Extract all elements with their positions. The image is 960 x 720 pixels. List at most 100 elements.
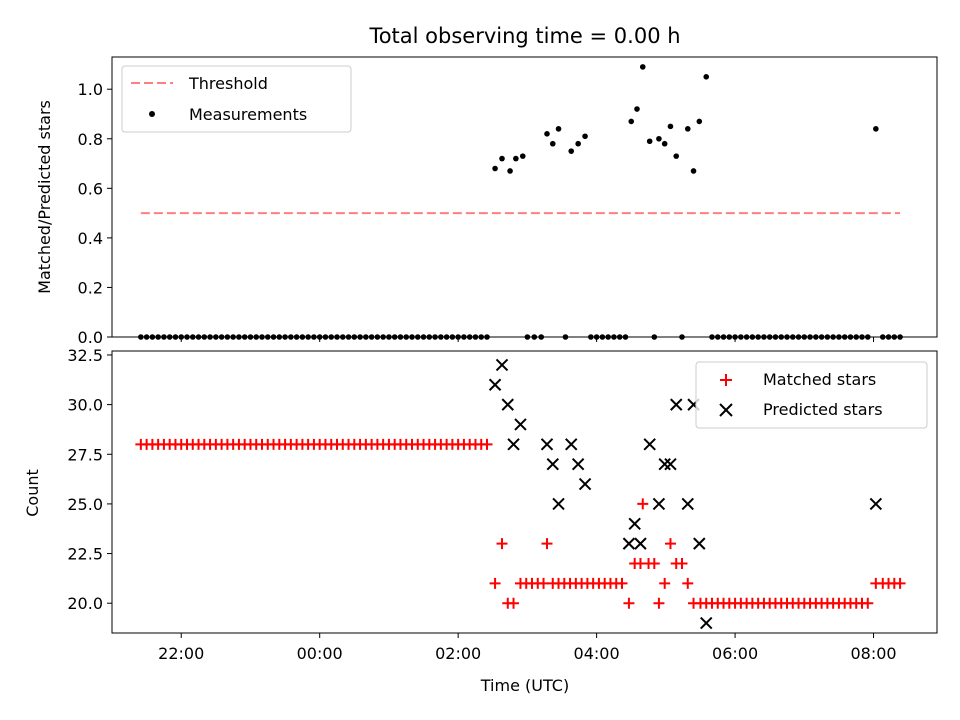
matched-star-marker — [481, 438, 493, 450]
count-panel: 20.0 22.5 25.0 27.5 30.0 32.5 22:00 00:00 02:00… — [23, 346, 938, 695]
measurement-point — [628, 118, 635, 125]
x-tick-label: 08:00 — [850, 644, 896, 663]
matched-star-marker — [664, 538, 676, 550]
measurement-point — [656, 135, 662, 142]
ratio-y-ticks: 0.0 0.2 0.4 0.6 0.8 1.0 — [78, 80, 112, 347]
matched-star-marker — [541, 538, 553, 550]
measurement-point — [684, 126, 691, 132]
measurement-point — [703, 74, 710, 80]
predicted-star-marker — [658, 457, 671, 471]
measurement-point — [661, 140, 668, 147]
ratio-legend: Threshold Measurements — [121, 65, 352, 133]
measurements-legend-swatch — [149, 111, 155, 117]
measurement-point — [873, 126, 879, 132]
ratio-plot-frame — [111, 56, 938, 338]
measurement-point — [667, 123, 674, 130]
predicted-star-marker — [681, 497, 694, 511]
predicted-legend-label: Predicted stars — [763, 400, 883, 419]
count-marks — [135, 358, 906, 630]
measurement-point — [568, 148, 575, 154]
measurement-point — [549, 140, 556, 147]
ratio-panel: 0.0 0.2 0.4 0.6 0.8 1.0 Matched/Predicted sta… — [35, 56, 938, 347]
matched-star-marker — [653, 597, 665, 609]
count-y-tick-label: 20.0 — [67, 594, 103, 613]
matched-legend-swatch — [720, 374, 732, 386]
predicted-star-marker — [578, 477, 592, 491]
predicted-star-marker — [628, 517, 641, 530]
count-y-tick-label: 27.5 — [67, 445, 103, 464]
x-tick-label: 00:00 — [297, 644, 343, 663]
predicted-star-marker — [869, 497, 883, 511]
measurement-point — [519, 153, 526, 159]
matched-legend-label: Matched stars — [763, 370, 876, 389]
matched-star-marker — [508, 597, 520, 609]
count-legend: Matched stars Predicted stars — [695, 361, 928, 429]
measurement-point — [507, 168, 513, 174]
count-y-tick-label: 30.0 — [67, 396, 103, 415]
ratio-y-tick-label: 0.4 — [78, 229, 103, 248]
x-tick-label: 04:00 — [574, 644, 620, 663]
matched-star-marker — [894, 577, 906, 589]
measurement-point — [575, 140, 581, 147]
predicted-star-marker — [495, 358, 509, 372]
predicted-star-marker — [514, 418, 527, 431]
matched-star-marker — [496, 538, 508, 550]
predicted-star-marker — [540, 438, 554, 451]
measurement-point — [634, 106, 640, 112]
matched-star-marker — [862, 597, 874, 609]
measurement-point — [639, 64, 646, 70]
matched-star-marker — [682, 577, 694, 589]
measurement-point — [513, 155, 519, 162]
measurement-point — [499, 155, 505, 162]
matched-star-marker — [659, 577, 671, 589]
predicted-star-marker — [565, 438, 578, 451]
ratio-y-tick-label: 0.6 — [78, 179, 103, 198]
count-y-tick-label: 25.0 — [67, 495, 103, 514]
ratio-y-tick-label: 0.0 — [78, 328, 103, 347]
matched-star-marker — [489, 577, 501, 589]
matched-star-marker — [538, 577, 550, 589]
predicted-star-marker — [622, 537, 636, 550]
predicted-star-marker — [700, 616, 713, 630]
count-y-tick-label: 32.5 — [67, 346, 103, 365]
chart-title: Total observing time = 0.00 h — [368, 24, 680, 48]
ratio-marks — [138, 64, 903, 340]
ratio-y-tick-label: 0.8 — [78, 130, 103, 149]
measurements-legend-label: Measurements — [189, 105, 307, 124]
measurement-point — [582, 133, 588, 140]
x-tick-label: 22:00 — [158, 644, 204, 663]
x-tick-label: 02:00 — [435, 644, 481, 663]
matched-star-marker — [648, 557, 660, 569]
predicted-star-marker — [552, 497, 565, 511]
predicted-star-marker — [634, 537, 647, 550]
matched-star-marker — [637, 498, 649, 510]
ratio-legend-box — [121, 65, 352, 133]
predicted-star-marker — [693, 537, 706, 550]
predicted-star-marker — [670, 398, 683, 411]
count-legend-box — [695, 361, 928, 429]
count-y-ticks: 20.0 22.5 25.0 27.5 30.0 32.5 — [67, 346, 112, 613]
measurement-point — [544, 131, 550, 137]
measurement-point — [646, 138, 653, 145]
measurement-point — [696, 118, 703, 125]
count-y-axis-label: Count — [23, 469, 42, 517]
matched-star-marker — [623, 597, 635, 609]
ratio-x-ticks — [180, 337, 875, 342]
measurement-point — [673, 153, 680, 159]
count-y-tick-label: 22.5 — [67, 545, 103, 564]
predicted-star-marker — [664, 457, 677, 471]
predicted-star-marker — [546, 457, 559, 471]
predicted-star-marker — [488, 378, 502, 391]
predicted-star-marker — [507, 438, 520, 451]
ratio-y-axis-label: Matched/Predicted stars — [35, 100, 54, 294]
x-tick-label: 06:00 — [712, 644, 758, 663]
measurement-point — [555, 126, 562, 132]
predicted-star-marker — [501, 398, 514, 411]
predicted-legend-swatch — [719, 403, 733, 417]
x-axis-label: Time (UTC) — [480, 676, 569, 695]
matched-star-marker — [676, 557, 688, 569]
measurement-point — [492, 165, 498, 172]
predicted-star-marker — [571, 457, 585, 471]
count-x-ticks: 22:00 00:00 02:00 04:00 06:00 08:00 — [158, 633, 897, 663]
